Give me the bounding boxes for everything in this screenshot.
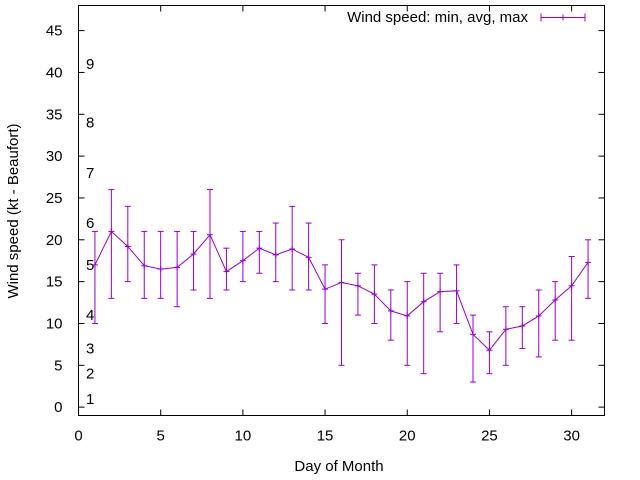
y-tick-label: 25	[46, 190, 63, 207]
x-tick-label: 0	[74, 428, 82, 445]
x-tick-label: 30	[563, 428, 580, 445]
beaufort-label: 1	[86, 391, 94, 408]
x-tick-label: 20	[399, 428, 416, 445]
beaufort-label: 9	[86, 56, 94, 73]
y-tick-label: 35	[46, 106, 63, 123]
y-tick-label: 40	[46, 64, 63, 81]
x-tick-label: 15	[317, 428, 334, 445]
y-tick-label: 0	[54, 399, 62, 416]
beaufort-label: 8	[86, 115, 94, 132]
beaufort-labels: 1 2 3 4 5 6 7 8 9	[86, 56, 94, 408]
beaufort-label: 6	[86, 215, 94, 232]
beaufort-label: 5	[86, 257, 94, 274]
plot-frame	[78, 5, 605, 416]
y-tick-label: 10	[46, 315, 63, 332]
y-axis-label: Wind speed (kt - Beaufort)	[5, 123, 22, 298]
beaufort-label: 3	[86, 341, 94, 358]
y-tick-label: 5	[54, 357, 62, 374]
y-tick-label: 45	[46, 23, 63, 40]
x-tick-label: 25	[481, 428, 498, 445]
x-axis-label: Day of Month	[294, 458, 383, 475]
x-tick-label: 5	[157, 428, 165, 445]
x-tick-label: 10	[235, 428, 252, 445]
beaufort-label: 7	[86, 165, 94, 182]
beaufort-label: 4	[86, 307, 94, 324]
legend-entry-label: Wind speed: min, avg, max	[347, 9, 528, 26]
y-tick-label: 20	[46, 232, 63, 249]
y-tick-label: 30	[46, 148, 63, 165]
legend: Wind speed: min, avg, max	[347, 9, 586, 26]
y-tick-label: 15	[46, 274, 63, 291]
beaufort-label: 2	[86, 366, 94, 383]
data-series	[91, 189, 592, 383]
